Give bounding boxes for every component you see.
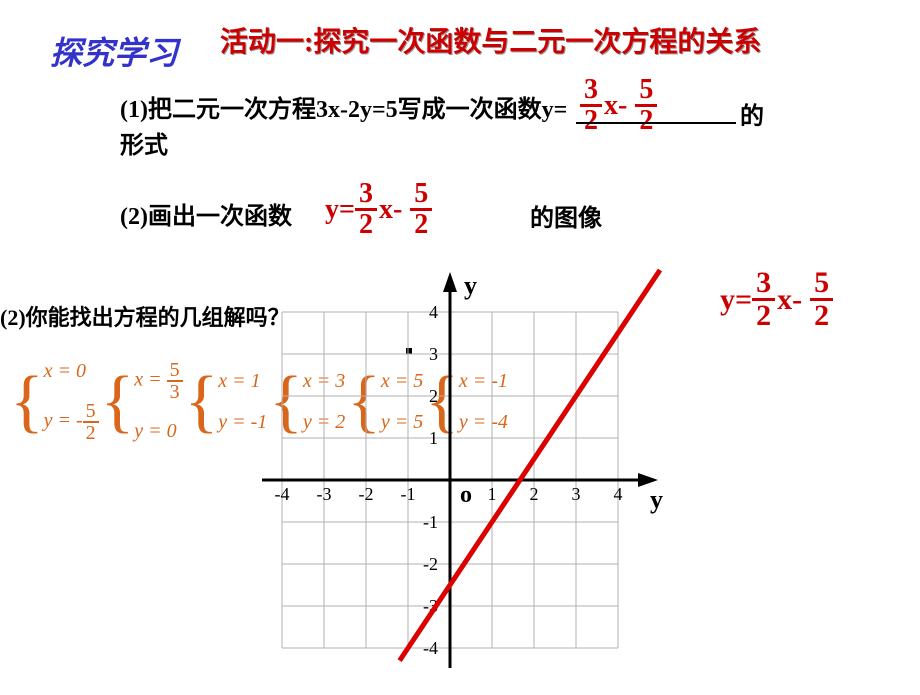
gl-frac1-n: 3: [752, 268, 775, 301]
q1-underline: [576, 122, 736, 124]
q2-frac1-d: 2: [355, 211, 377, 239]
svg-text:2: 2: [429, 386, 438, 406]
q2-frac1: 3 2: [355, 180, 377, 239]
title-blue: 探究学习: [50, 28, 178, 74]
gl-y: y=: [720, 283, 752, 317]
svg-text:y: y: [650, 485, 663, 514]
q1-frac1-d: 2: [580, 107, 602, 135]
q1-frac2-d: 2: [635, 107, 657, 135]
q1-answer: 3 2 x- 5 2: [580, 76, 657, 135]
q2-suffix: 的图像: [530, 198, 602, 233]
graph-svg: -4-3-2-11234-4-3-2-11234yyo: [240, 250, 700, 690]
gl-frac1-d: 2: [752, 301, 775, 331]
svg-text:-3: -3: [317, 484, 332, 504]
q2-prefix: (2)画出一次函数: [120, 196, 292, 231]
solution-group: {x = 0 y = -52: [10, 360, 99, 443]
q2-equation: y= 3 2 x- 5 2: [325, 180, 432, 239]
solution-group: {x = 53 y = 0: [101, 360, 183, 443]
svg-text:y: y: [464, 271, 477, 300]
svg-text:-2: -2: [423, 554, 438, 574]
svg-text:-4: -4: [275, 484, 290, 504]
svg-text:3: 3: [572, 484, 581, 504]
gl-frac2-d: 2: [810, 301, 833, 331]
title-red: 活动一:探究一次函数与二元一次方程的关系: [220, 20, 761, 60]
graph-equation-label: y= 3 2 x- 5 2: [720, 268, 833, 331]
brace-icon: {: [10, 374, 44, 430]
solution-x: x = 53: [134, 360, 182, 402]
graph: -4-3-2-11234-4-3-2-11234yyo: [240, 250, 700, 690]
q2-frac2: 5 2: [410, 180, 432, 239]
solution-x: x = 0: [44, 360, 99, 383]
svg-text:1: 1: [488, 484, 497, 504]
svg-text:-1: -1: [401, 484, 416, 504]
q2-frac1-n: 3: [355, 180, 377, 211]
q1-line2: 形式: [120, 133, 168, 159]
question-2: (2)画出一次函数: [120, 196, 292, 231]
q2-mid: x-: [379, 194, 402, 226]
svg-text:4: 4: [614, 484, 623, 504]
solution-content: x = 53 y = 0: [134, 360, 182, 443]
gl-frac2: 5 2: [810, 268, 833, 331]
q2-frac2-d: 2: [410, 211, 432, 239]
q1-frac2-n: 5: [635, 76, 657, 107]
q1-frac1: 3 2: [580, 76, 602, 135]
q2-y: y=: [325, 194, 355, 226]
solution-y: y = -52: [44, 401, 99, 443]
gl-mid: x-: [777, 283, 802, 317]
svg-text:1: 1: [429, 428, 438, 448]
gl-frac2-n: 5: [810, 268, 833, 301]
q2-frac2-n: 5: [410, 180, 432, 211]
svg-text:-1: -1: [423, 512, 438, 532]
svg-text:3: 3: [429, 344, 438, 364]
q1-frac1-n: 3: [580, 76, 602, 107]
gl-frac1: 3 2: [752, 268, 775, 331]
q1-suffix: 的: [740, 96, 764, 131]
brace-icon: {: [101, 374, 135, 430]
brace-icon: {: [185, 374, 219, 430]
q1-x: x-: [604, 90, 627, 122]
svg-text:4: 4: [429, 302, 438, 322]
svg-text:o: o: [460, 482, 472, 508]
solution-content: x = 0 y = -52: [44, 360, 99, 443]
q1-frac2: 5 2: [635, 76, 657, 135]
svg-text:-4: -4: [423, 638, 438, 658]
solution-y: y = 0: [134, 420, 182, 443]
q1-prefix: (1)把二元一次方程3x-2y=5写成一次函数y=: [120, 97, 567, 123]
question-1: (1)把二元一次方程3x-2y=5写成一次函数y= 形式: [120, 92, 567, 164]
svg-text:2: 2: [530, 484, 539, 504]
svg-text:-2: -2: [359, 484, 374, 504]
